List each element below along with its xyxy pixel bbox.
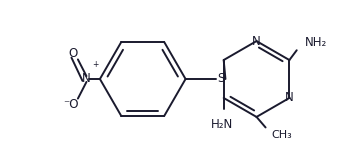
Text: N: N [82, 73, 91, 85]
Text: N: N [285, 91, 294, 104]
Text: N: N [252, 35, 261, 48]
Text: H₂N: H₂N [211, 118, 234, 131]
Text: CH₃: CH₃ [271, 130, 292, 140]
Text: +: + [92, 60, 98, 69]
Text: ⁻O: ⁻O [63, 98, 79, 111]
Text: NH₂: NH₂ [305, 36, 327, 49]
Text: O: O [68, 47, 77, 60]
Text: S: S [217, 73, 225, 85]
